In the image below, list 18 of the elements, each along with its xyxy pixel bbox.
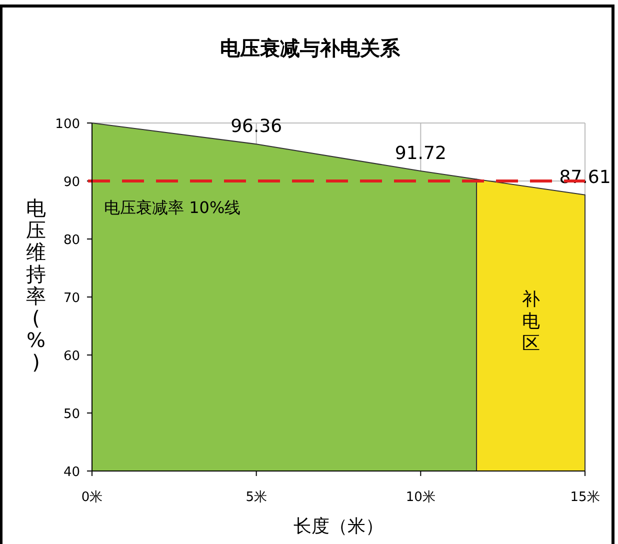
x-tick-label: 10米: [406, 490, 436, 505]
data-label: 91.72: [394, 143, 446, 164]
data-label: 96.36: [230, 116, 282, 138]
y-axis-title: 电压维持率(%): [26, 196, 46, 374]
y-tick-label: 70: [63, 291, 80, 306]
annotation: 补电区: [522, 289, 540, 354]
x-tick-label: 15米: [570, 490, 600, 505]
y-tick-label: 90: [63, 175, 80, 190]
y-tick-label: 60: [63, 349, 80, 364]
y-tick-label: 80: [63, 233, 80, 248]
y-tick-label: 50: [63, 407, 80, 422]
x-tick-label: 5米: [246, 490, 267, 505]
x-axis-title: 长度（米）: [294, 516, 384, 537]
ref-line-label: 电压衰减率 10%线: [104, 198, 241, 217]
y-tick-label: 40: [63, 465, 80, 480]
y-tick-label: 100: [55, 117, 80, 132]
chart-title: 电压衰减与补电关系: [220, 36, 401, 60]
x-tick-label: 0米: [81, 490, 103, 505]
